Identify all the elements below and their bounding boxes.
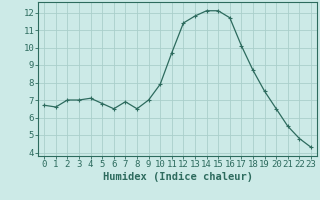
X-axis label: Humidex (Indice chaleur): Humidex (Indice chaleur): [103, 172, 252, 182]
